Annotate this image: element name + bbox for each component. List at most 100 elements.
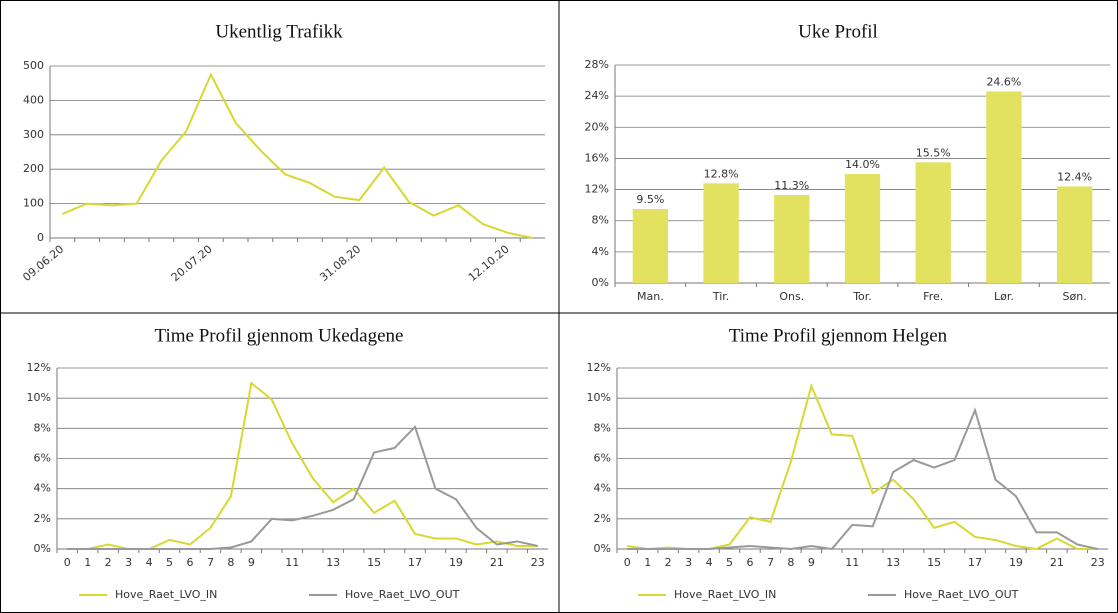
x-tick-label: Fre. [923,290,943,303]
chart-title: Uke Profil [798,21,878,42]
y-tick-label: 200 [23,162,44,175]
x-tick-label: 3 [685,556,692,569]
chart-title: Ukentlig Trafikk [215,21,343,42]
y-tick-label: 2% [594,512,611,525]
x-tick-label: Ons. [779,290,804,303]
x-tick-label: 2 [665,556,672,569]
y-tick-label: 12% [27,361,51,374]
x-tick-label: 31.08.20 [317,243,363,284]
legend-label: Hove_Raet_LVO_OUT [345,588,460,601]
y-tick-label: 8% [594,421,611,434]
data-label: 12.8% [704,167,739,180]
bar [844,174,881,283]
x-tick-label: 11 [845,556,859,569]
x-tick-label: 21 [490,556,504,569]
x-tick-label: 12.10.20 [466,243,512,284]
y-tick-label: 16% [585,151,609,164]
x-tick-label: 0 [624,556,631,569]
y-tick-label: 0 [37,231,44,244]
x-tick-label: 19 [449,556,463,569]
y-tick-label: 24% [585,89,609,102]
x-tick-label: Søn. [1063,290,1087,303]
data-label: 12.4% [1057,170,1092,183]
x-tick-label: Tor. [852,290,872,303]
x-tick-label: Tir. [712,290,729,303]
line [627,383,1098,551]
bar [632,209,669,283]
x-tick-label: 15 [927,556,941,569]
x-tick-label: 13 [886,556,900,569]
line [67,424,538,550]
data-label: 11.3% [774,179,809,192]
legend-label: Hove_Raet_LVO_IN [674,588,776,601]
x-tick-label: Man. [637,290,664,303]
legend-label: Hove_Raet_LVO_IN [115,588,217,601]
x-tick-label: 1 [644,556,651,569]
y-tick-label: 500 [23,59,44,72]
x-tick-label: 23 [1091,556,1105,569]
y-tick-label: 0% [594,542,611,555]
legend-label: Hove_Raet_LVO_OUT [904,588,1019,601]
y-tick-label: 400 [23,93,44,106]
line [627,407,1098,551]
x-tick-label: 23 [531,556,545,569]
x-tick-label: 9 [248,556,255,569]
x-tick-label: 21 [1050,556,1064,569]
x-tick-label: 3 [125,556,132,569]
x-tick-label: 17 [968,556,982,569]
x-tick-label: Lør. [994,290,1014,303]
y-tick-label: 6% [34,452,51,465]
x-tick-label: 9 [808,556,815,569]
y-tick-label: 12% [587,361,611,374]
x-tick-label: 8 [227,556,234,569]
y-tick-label: 6% [594,452,611,465]
bar [915,162,951,283]
x-tick-label: 2 [105,556,112,569]
x-tick-label: 13 [326,556,340,569]
y-tick-label: 300 [23,128,44,141]
x-tick-label: 15 [367,556,381,569]
x-tick-label: 1 [84,556,91,569]
x-tick-label: 5 [166,556,173,569]
y-tick-label: 4% [594,482,611,495]
x-tick-label: 19 [1009,556,1023,569]
y-tick-label: 0% [592,276,609,289]
chart-title: Time Profil gjennom Helgen [729,325,948,346]
data-label: 9.5% [636,193,664,206]
y-tick-label: 10% [27,391,51,404]
y-tick-label: 20% [585,120,609,133]
data-label: 24.6% [986,75,1021,88]
x-tick-label: 17 [408,556,422,569]
chart-title: Time Profil gjennom Ukedagene [155,325,404,346]
x-tick-label: 4 [146,556,153,569]
x-tick-label: 20.07.20 [169,243,215,284]
y-tick-label: 4% [34,482,51,495]
x-tick-label: 8 [787,556,794,569]
x-tick-label: 11 [285,556,299,569]
x-tick-label: 0 [64,556,71,569]
bar [703,183,739,283]
y-tick-label: 8% [34,421,51,434]
y-tick-label: 4% [592,245,609,258]
x-tick-label: 09.06.20 [20,243,66,284]
x-tick-label: 6 [186,556,193,569]
y-tick-label: 100 [23,197,44,210]
y-tick-label: 10% [587,391,611,404]
x-tick-label: 7 [207,556,214,569]
bar [774,195,810,283]
x-tick-label: 4 [706,556,713,569]
data-label: 15.5% [916,146,951,159]
line [67,381,538,550]
bar [1056,186,1093,283]
x-tick-label: 6 [746,556,753,569]
bar [986,91,1022,283]
y-tick-label: 8% [592,214,609,227]
x-tick-label: 5 [726,556,733,569]
y-tick-label: 12% [585,183,609,196]
x-tick-label: 7 [767,556,774,569]
y-tick-label: 0% [34,542,51,555]
y-tick-label: 28% [585,58,609,71]
line [61,72,533,239]
data-label: 14.0% [845,158,880,171]
